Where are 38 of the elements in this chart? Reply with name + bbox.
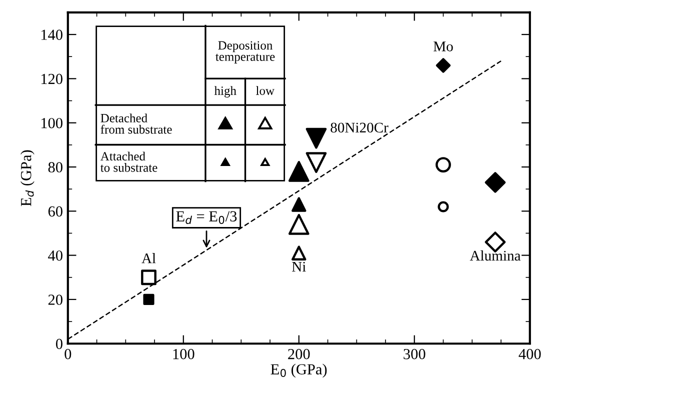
y-tick-label: 100: [41, 118, 62, 128]
point: [306, 128, 327, 149]
point: [288, 160, 310, 182]
y-tick-label: 0: [56, 338, 62, 350]
legend-label: Alumina: [470, 250, 521, 261]
y-tick-label: 80: [48, 162, 62, 172]
annotation: Deposition temperature: [216, 41, 275, 64]
x-tick-label: 300: [404, 348, 426, 360]
point: [484, 172, 506, 193]
y-tick-label: 60: [48, 206, 62, 217]
y-axis-title: E$_{d}$ (GPa): [20, 150, 34, 206]
point: [292, 246, 306, 260]
point: [438, 201, 449, 212]
series-label: Ni: [292, 262, 306, 272]
y-tick-label: 120: [41, 74, 62, 84]
y-tick-label: 140: [41, 30, 62, 40]
point: [292, 197, 306, 212]
point: [436, 58, 451, 73]
annotation: Attached to substrate: [100, 152, 158, 172]
point: [141, 270, 156, 286]
x-tick-label: 200: [288, 348, 310, 360]
x-axis-title: E$_{0}$ (GPa): [270, 364, 327, 378]
x-tick-label: 0: [64, 348, 72, 360]
annotation: high: [214, 86, 236, 98]
series-label: 80Ni20Cr: [330, 122, 388, 133]
point: [288, 214, 310, 235]
point: [436, 157, 451, 172]
annotation: E$_{d}$ = E$_{0}$/3: [176, 211, 237, 224]
point: [306, 152, 327, 173]
annotation: low: [256, 86, 274, 95]
series-label: Mo: [434, 42, 453, 52]
annotation: Detached from substrate: [100, 114, 172, 134]
x-tick-label: 400: [518, 348, 541, 360]
y-tick-label: 40: [48, 250, 62, 261]
x-tick-label: 100: [173, 348, 194, 360]
series-label: Al: [142, 253, 156, 264]
y-tick-label: 20: [48, 294, 62, 305]
point: [143, 294, 154, 305]
